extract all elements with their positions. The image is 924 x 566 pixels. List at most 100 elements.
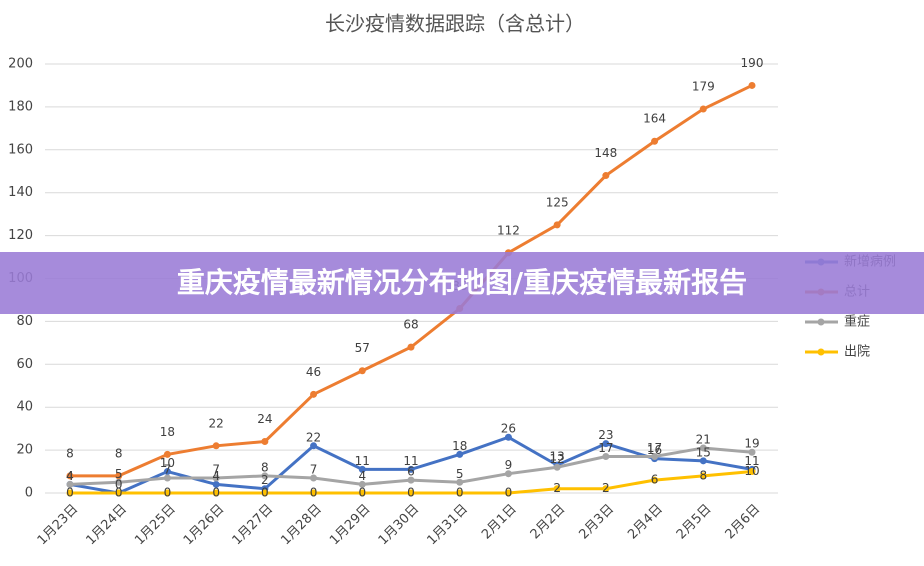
data-label: 8 xyxy=(261,460,269,474)
point xyxy=(358,489,366,497)
legend-marker xyxy=(817,348,825,356)
data-label: 21 xyxy=(696,432,711,446)
banner-bg xyxy=(0,252,924,314)
point xyxy=(212,480,220,488)
data-label: 2 xyxy=(602,481,610,495)
data-label: 46 xyxy=(306,365,321,379)
point xyxy=(261,438,269,446)
x-tick-label: 1月23日 xyxy=(35,502,82,549)
data-label: 57 xyxy=(355,341,370,355)
point xyxy=(163,450,171,458)
y-tick-label: 0 xyxy=(25,486,33,501)
data-label: 0 xyxy=(212,486,220,500)
y-tick-label: 180 xyxy=(8,99,33,114)
data-label: 11 xyxy=(744,454,759,468)
x-tick-label: 1月30日 xyxy=(376,502,423,549)
point xyxy=(407,489,415,497)
x-tick-label: 1月25日 xyxy=(132,502,179,549)
data-label: 0 xyxy=(407,486,415,500)
point xyxy=(553,221,561,229)
point xyxy=(748,468,756,476)
data-label: 19 xyxy=(744,437,759,451)
point xyxy=(504,433,512,441)
data-label: 2 xyxy=(261,473,269,487)
data-label: 68 xyxy=(403,318,418,332)
point xyxy=(456,450,464,458)
point xyxy=(310,474,318,482)
point xyxy=(115,478,123,486)
data-label: 0 xyxy=(164,486,172,500)
x-tick-label: 2月4日 xyxy=(625,502,666,543)
point xyxy=(310,442,318,450)
legend-label: 出院 xyxy=(844,345,870,360)
chart-title: 长沙疫情数据跟踪（含总计） xyxy=(325,12,585,36)
data-label: 0 xyxy=(456,486,464,500)
point xyxy=(699,105,707,113)
data-label: 0 xyxy=(66,486,74,500)
point xyxy=(358,480,366,488)
data-label: 23 xyxy=(598,428,613,442)
point xyxy=(212,489,220,497)
point xyxy=(66,472,74,480)
point xyxy=(310,390,318,398)
data-label: 0 xyxy=(310,486,318,500)
x-tick-label: 2月1日 xyxy=(479,502,520,543)
data-label: 6 xyxy=(651,473,659,487)
point xyxy=(358,465,366,473)
data-label: 17 xyxy=(598,441,613,455)
point xyxy=(261,472,269,480)
point xyxy=(602,440,610,448)
point xyxy=(163,489,171,497)
data-label: 125 xyxy=(546,195,569,209)
data-label: 6 xyxy=(407,465,415,479)
data-label: 13 xyxy=(550,450,565,464)
x-tick-label: 1月31日 xyxy=(424,502,471,549)
banner-title: 重庆疫情最新情况分布地图/重庆疫情最新报告 xyxy=(177,266,747,299)
x-tick-label: 1月27日 xyxy=(230,502,277,549)
data-label: 4 xyxy=(358,469,366,483)
data-label: 7 xyxy=(212,462,220,476)
point xyxy=(261,489,269,497)
data-label: 15 xyxy=(696,445,711,459)
y-tick-label: 20 xyxy=(16,443,33,458)
point xyxy=(602,485,610,493)
data-label: 24 xyxy=(257,412,272,426)
data-label: 9 xyxy=(505,458,513,472)
y-tick-label: 140 xyxy=(8,185,33,200)
data-label: 0 xyxy=(115,478,123,492)
data-label: 4 xyxy=(212,469,220,483)
data-label: 11 xyxy=(355,454,370,468)
point xyxy=(310,489,318,497)
point xyxy=(602,172,610,180)
data-label: 4 xyxy=(66,469,74,483)
legend-label: 重症 xyxy=(844,314,870,330)
point xyxy=(66,480,74,488)
y-tick-label: 80 xyxy=(16,314,33,329)
legend-marker xyxy=(817,318,825,326)
point xyxy=(212,442,220,450)
y-tick-label: 60 xyxy=(16,357,33,372)
data-label: 22 xyxy=(306,430,321,444)
point xyxy=(602,453,610,461)
point xyxy=(651,453,659,461)
data-label: 4 xyxy=(66,469,74,483)
point xyxy=(115,489,123,497)
data-label: 0 xyxy=(261,486,269,500)
data-label: 8 xyxy=(115,446,123,460)
data-label: 148 xyxy=(594,146,617,160)
data-label: 5 xyxy=(115,467,123,481)
x-tick-label: 1月28日 xyxy=(278,502,325,549)
point xyxy=(553,485,561,493)
data-label: 22 xyxy=(209,416,224,430)
data-label: 112 xyxy=(497,223,520,237)
data-label: 18 xyxy=(452,439,467,453)
point xyxy=(115,472,123,480)
data-label: 17 xyxy=(647,441,662,455)
point xyxy=(748,448,756,456)
data-label: 11 xyxy=(403,454,418,468)
point xyxy=(553,463,561,471)
point xyxy=(699,472,707,480)
point xyxy=(212,474,220,482)
y-tick-label: 160 xyxy=(8,142,33,157)
point xyxy=(651,137,659,145)
